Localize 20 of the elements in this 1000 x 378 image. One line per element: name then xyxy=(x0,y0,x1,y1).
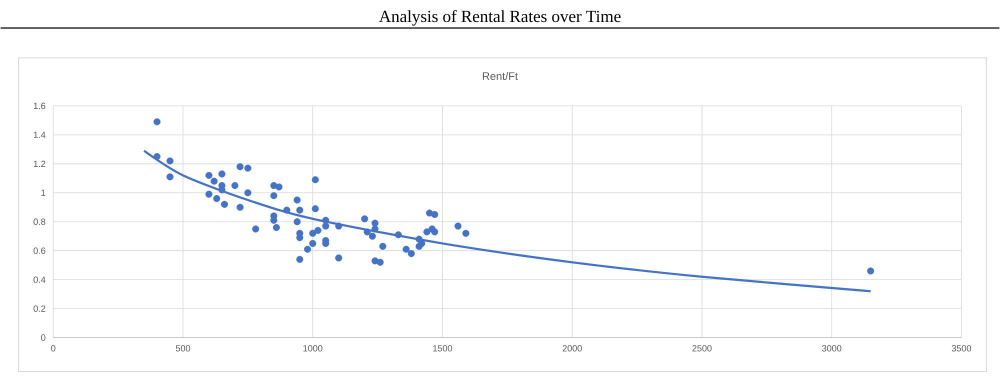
line-series xyxy=(142,150,872,293)
y-tick-label: 0 xyxy=(41,334,46,341)
chart-subtitle: Rent/Ft xyxy=(482,72,518,80)
x-tick-label: 2000 xyxy=(562,345,582,352)
x-tick-label: 0 xyxy=(51,345,56,352)
x-tick-label: 1000 xyxy=(303,345,322,352)
y-tick-label: 0.8 xyxy=(34,218,46,226)
y-tick-label: 0.6 xyxy=(34,248,46,254)
y-tick-label: 1.6 xyxy=(34,102,46,110)
y-tick-label: 1.2 xyxy=(34,160,46,168)
x-tick-label: 500 xyxy=(176,345,190,352)
y-tick-label: 0.2 xyxy=(34,306,46,312)
x-tick-label: 3500 xyxy=(952,345,972,352)
y-tick-label: 1.4 xyxy=(34,132,46,138)
x-tick-label: 2500 xyxy=(692,345,712,352)
x-tick-label: 3000 xyxy=(822,345,842,352)
x-tick-label: 1500 xyxy=(433,345,452,352)
y-tick-label: 1 xyxy=(41,190,46,196)
chart-title: Analysis of Rental Rates over Time xyxy=(379,10,621,26)
y-tick-label: 0.4 xyxy=(34,276,46,284)
